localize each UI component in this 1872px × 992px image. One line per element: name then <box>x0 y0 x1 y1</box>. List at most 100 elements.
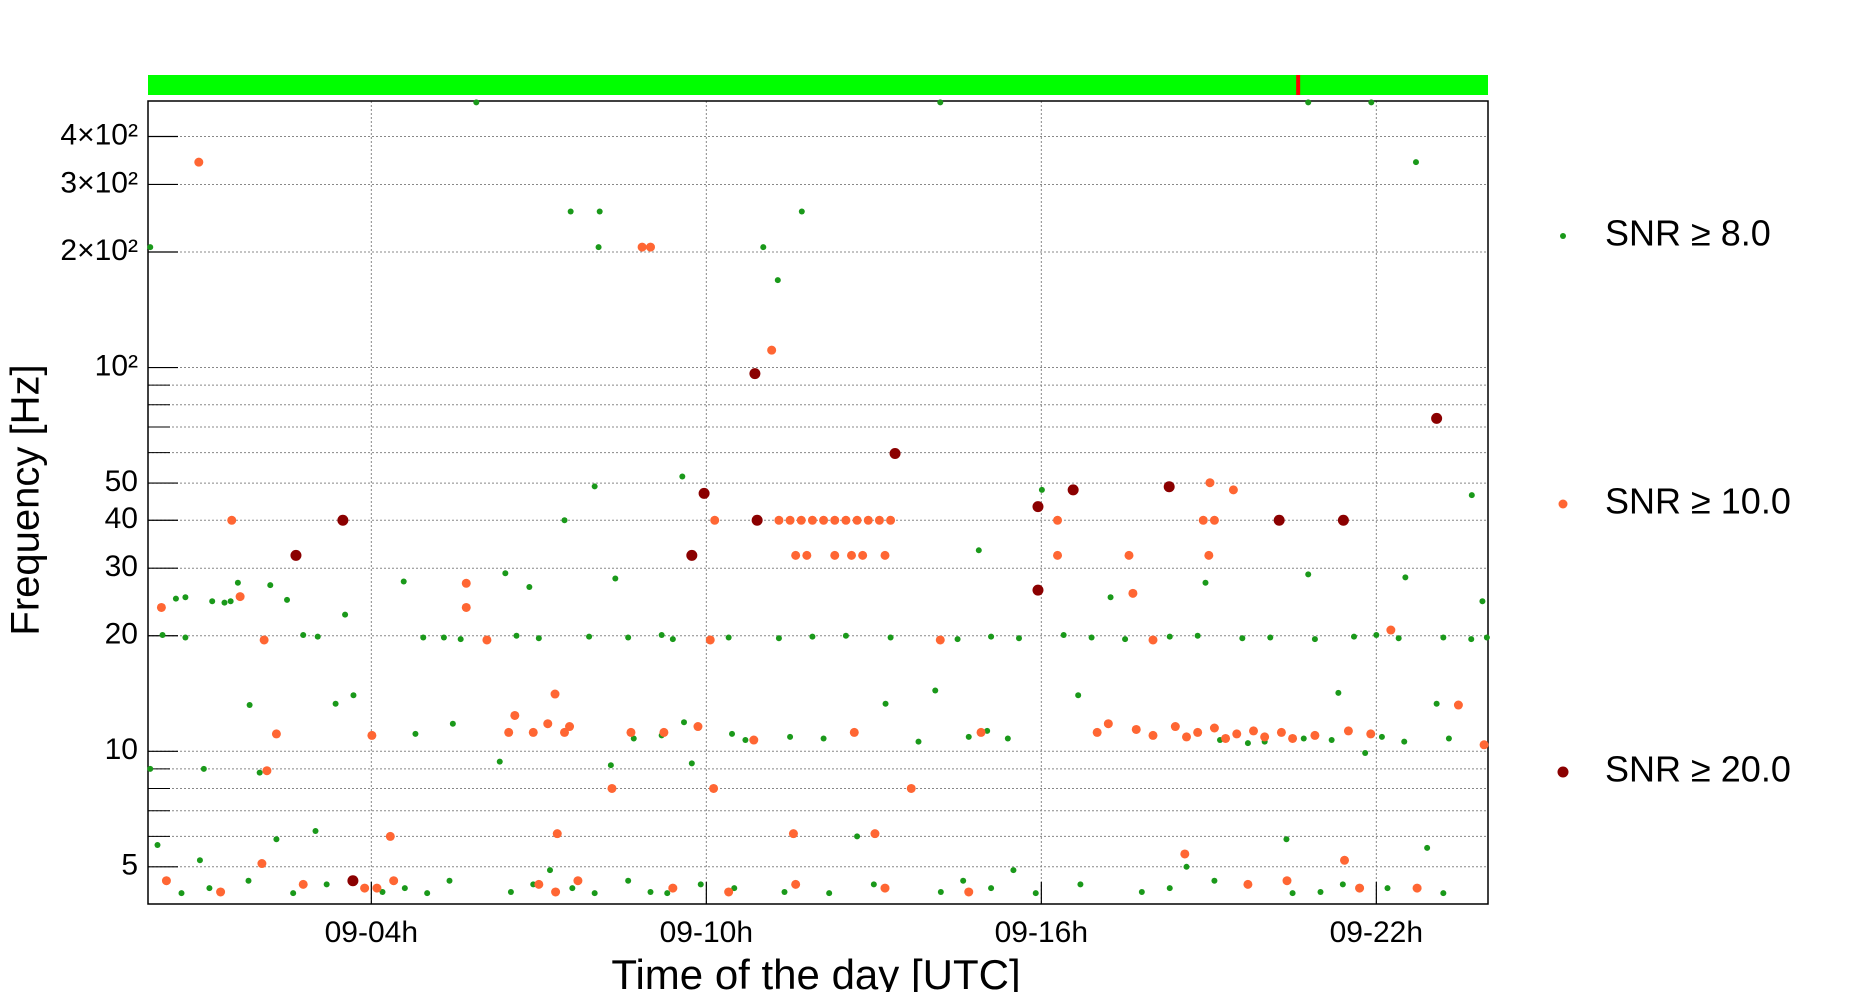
point <box>567 208 574 215</box>
point <box>1053 550 1063 560</box>
point <box>1148 635 1158 645</box>
point <box>389 876 399 886</box>
point <box>751 514 763 526</box>
point <box>504 727 514 737</box>
y-tick-label: 2×10² <box>60 234 138 267</box>
point <box>1300 735 1307 742</box>
y-tick-label: 20 <box>105 618 138 651</box>
point <box>791 879 801 889</box>
point <box>1131 724 1141 734</box>
point <box>681 719 687 726</box>
point <box>1122 636 1129 643</box>
point <box>1138 888 1145 895</box>
point <box>729 730 736 737</box>
point <box>1368 99 1375 106</box>
point <box>841 515 851 525</box>
point <box>401 885 408 892</box>
point <box>847 550 856 560</box>
point <box>647 888 654 895</box>
point <box>1038 486 1045 493</box>
point <box>1260 732 1270 742</box>
point <box>227 515 237 525</box>
legend-label: SNR ≥ 10.0 <box>1605 481 1791 522</box>
point <box>1384 885 1391 892</box>
point <box>290 890 297 897</box>
point <box>159 631 166 638</box>
y-tick-label: 4×10² <box>60 118 138 151</box>
point <box>1412 159 1419 166</box>
point <box>446 877 453 884</box>
point <box>461 578 471 588</box>
point <box>1180 849 1190 859</box>
y-tick-label: 3×10² <box>60 166 138 199</box>
point <box>1148 730 1158 740</box>
point <box>787 733 794 740</box>
point <box>323 881 330 888</box>
point <box>774 277 781 284</box>
point <box>709 783 719 793</box>
point <box>1402 574 1409 581</box>
point <box>1317 888 1324 895</box>
point <box>975 547 982 554</box>
point <box>1311 636 1318 643</box>
point <box>245 877 252 884</box>
point <box>1221 733 1231 743</box>
point <box>705 635 715 645</box>
point <box>234 579 241 586</box>
point <box>561 517 568 524</box>
point <box>379 888 386 895</box>
point <box>1060 631 1067 638</box>
point <box>596 208 603 215</box>
point <box>284 596 291 603</box>
point <box>1128 588 1138 598</box>
point <box>976 727 986 737</box>
point <box>1479 598 1486 605</box>
point <box>886 515 896 525</box>
point <box>161 876 171 886</box>
point <box>870 881 877 888</box>
point <box>1053 515 1063 525</box>
point <box>178 890 185 897</box>
point <box>1378 733 1385 740</box>
point <box>870 829 880 839</box>
point <box>731 885 738 892</box>
point <box>440 634 447 641</box>
point <box>1282 876 1292 886</box>
point <box>1204 550 1214 560</box>
point <box>849 727 859 737</box>
point <box>830 550 840 560</box>
point <box>513 632 520 639</box>
point <box>1343 726 1353 736</box>
point <box>1395 635 1402 642</box>
point <box>172 595 179 602</box>
point <box>147 765 154 772</box>
point <box>668 883 678 893</box>
point <box>1183 863 1190 870</box>
point <box>147 244 154 251</box>
point <box>256 769 263 776</box>
point <box>535 635 542 642</box>
point <box>1075 692 1082 699</box>
y-tick-label: 10 <box>105 733 138 766</box>
point <box>298 879 308 889</box>
point <box>1077 881 1084 888</box>
point <box>424 890 431 897</box>
point <box>312 827 319 834</box>
point <box>347 875 359 887</box>
point <box>1163 481 1175 493</box>
point <box>1479 740 1489 750</box>
point <box>547 867 553 874</box>
point <box>586 633 593 640</box>
point <box>154 841 161 848</box>
point <box>534 879 544 889</box>
point <box>1209 515 1219 525</box>
point <box>216 887 226 897</box>
point <box>842 632 849 639</box>
point <box>781 888 788 895</box>
point <box>502 570 509 577</box>
point <box>194 157 204 167</box>
point <box>830 515 840 525</box>
point <box>1355 883 1365 893</box>
point <box>209 598 216 605</box>
point <box>1088 634 1095 641</box>
